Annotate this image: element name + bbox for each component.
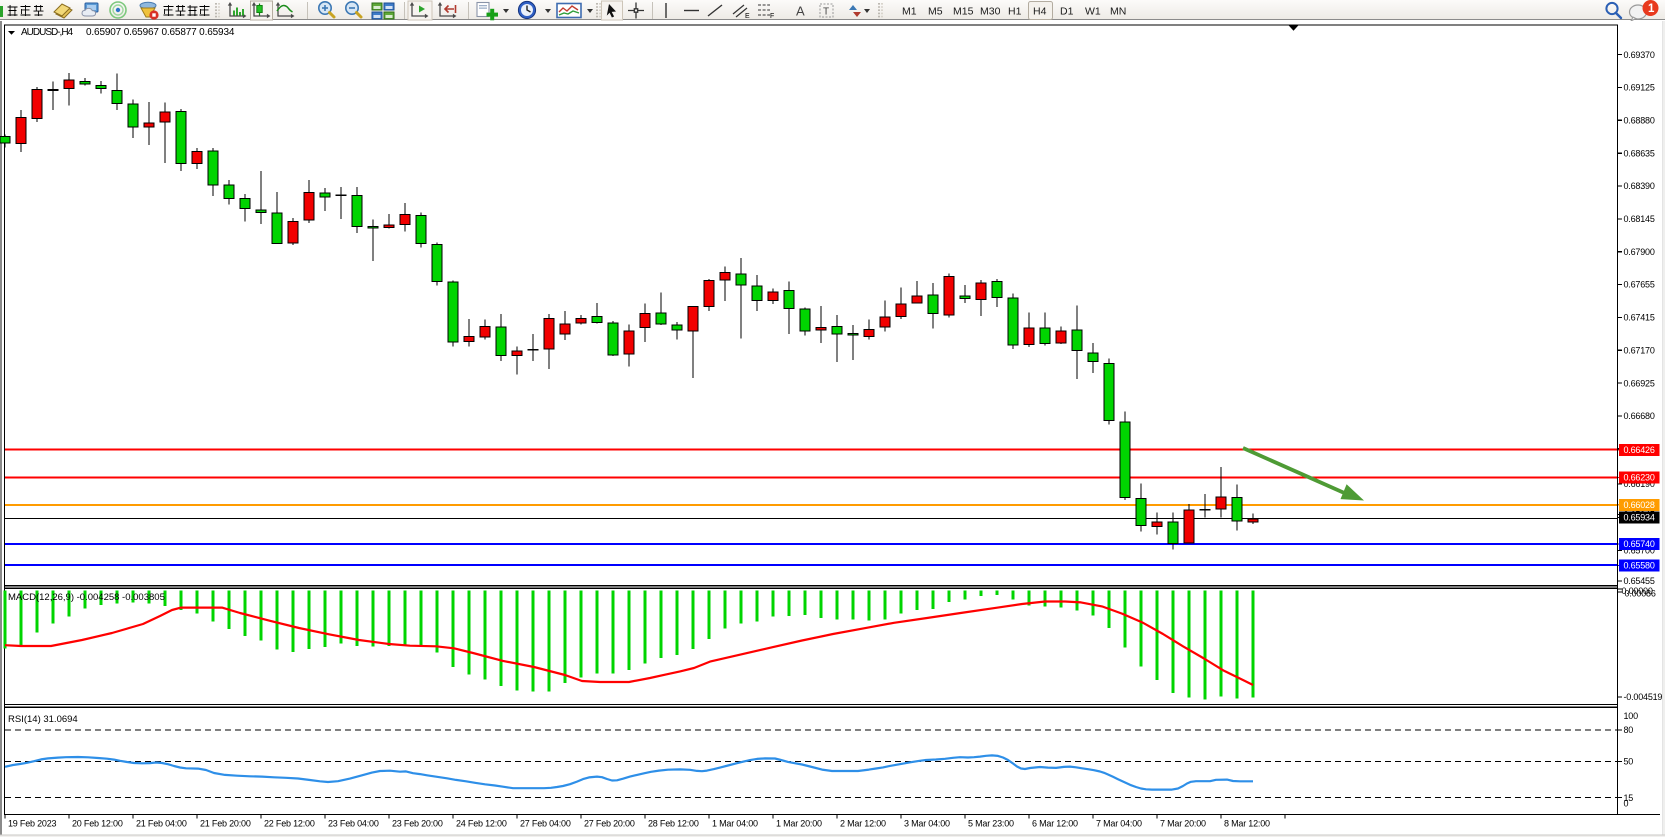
svg-text:0.67900: 0.67900	[1624, 247, 1655, 257]
svg-text:0.66426: 0.66426	[1624, 445, 1655, 455]
svg-text:0.65700: 0.65700	[1624, 546, 1655, 556]
svg-text:27 Feb 20:00: 27 Feb 20:00	[584, 819, 635, 829]
svg-text:1: 1	[1648, 3, 1655, 15]
svg-text:M1: M1	[902, 6, 917, 18]
svg-text:22 Feb 12:00: 22 Feb 12:00	[264, 819, 315, 829]
svg-text:21 Feb 20:00: 21 Feb 20:00	[200, 819, 251, 829]
svg-text:20 Feb 12:00: 20 Feb 12:00	[72, 819, 123, 829]
svg-text:0.66680: 0.66680	[1624, 411, 1655, 421]
svg-text:0.68390: 0.68390	[1624, 181, 1655, 191]
svg-text:7 Mar 04:00: 7 Mar 04:00	[1096, 819, 1142, 829]
svg-text:0.66230: 0.66230	[1624, 473, 1655, 483]
svg-text:D1: D1	[1060, 6, 1074, 18]
svg-text:M5: M5	[928, 6, 943, 18]
svg-text:0.00000: 0.00000	[1622, 586, 1653, 596]
svg-text:0.66028: 0.66028	[1624, 500, 1655, 510]
svg-text:0.65934: 0.65934	[1624, 513, 1655, 523]
svg-text:50: 50	[1624, 757, 1634, 767]
svg-text:1 Mar 20:00: 1 Mar 20:00	[776, 819, 822, 829]
svg-text:H1: H1	[1008, 6, 1022, 18]
svg-text:0.65740: 0.65740	[1624, 539, 1655, 549]
svg-text:0.67170: 0.67170	[1624, 345, 1655, 355]
svg-text:0.65580: 0.65580	[1624, 561, 1655, 571]
svg-text:0.69125: 0.69125	[1624, 83, 1655, 93]
svg-text:100: 100	[1624, 711, 1639, 721]
svg-text:15: 15	[1624, 793, 1634, 803]
svg-text:2 Mar 12:00: 2 Mar 12:00	[840, 819, 886, 829]
svg-text:0.65907 0.65967 0.65877 0.6593: 0.65907 0.65967 0.65877 0.65934	[86, 27, 235, 38]
svg-text:RSI(14) 31.0694: RSI(14) 31.0694	[8, 714, 78, 725]
svg-text:6 Mar 12:00: 6 Mar 12:00	[1032, 819, 1078, 829]
svg-text:8 Mar 12:00: 8 Mar 12:00	[1224, 819, 1270, 829]
svg-text:21 Feb 04:00: 21 Feb 04:00	[136, 819, 187, 829]
svg-text:28 Feb 12:00: 28 Feb 12:00	[648, 819, 699, 829]
svg-text:0.69370: 0.69370	[1624, 50, 1655, 60]
svg-text:0.67655: 0.67655	[1624, 280, 1655, 290]
svg-text:0.68635: 0.68635	[1624, 148, 1655, 158]
svg-text:7 Mar 20:00: 7 Mar 20:00	[1160, 819, 1206, 829]
svg-text:1 Mar 04:00: 1 Mar 04:00	[712, 819, 758, 829]
svg-text:0: 0	[1624, 798, 1629, 808]
svg-text:80: 80	[1624, 725, 1634, 735]
svg-text:E: E	[745, 13, 750, 20]
svg-text:0.66190: 0.66190	[1624, 479, 1655, 489]
svg-text:0.67415: 0.67415	[1624, 313, 1655, 323]
svg-text:AUDUSD-,H4: AUDUSD-,H4	[21, 27, 74, 38]
svg-text:19 Feb 2023: 19 Feb 2023	[8, 819, 57, 829]
svg-text:24 Feb 12:00: 24 Feb 12:00	[456, 819, 507, 829]
svg-text:M15: M15	[953, 6, 974, 18]
svg-text:W1: W1	[1085, 6, 1101, 18]
svg-text:-0.004519: -0.004519	[1624, 692, 1663, 702]
svg-text:MACD(12,26,9) -0.004258 -0.003: MACD(12,26,9) -0.004258 -0.003805	[8, 592, 165, 603]
svg-text:0.68880: 0.68880	[1624, 116, 1655, 126]
svg-text:5 Mar 23:00: 5 Mar 23:00	[968, 819, 1014, 829]
svg-text:F: F	[770, 13, 774, 20]
svg-text:0.68145: 0.68145	[1624, 214, 1655, 224]
svg-text:A: A	[796, 4, 805, 19]
svg-text:0.00086: 0.00086	[1625, 589, 1656, 599]
svg-text:3 Mar 04:00: 3 Mar 04:00	[904, 819, 950, 829]
svg-text:0.66925: 0.66925	[1624, 378, 1655, 388]
svg-text:T: T	[823, 7, 829, 18]
svg-text:MN: MN	[1110, 6, 1126, 18]
svg-text:23 Feb 20:00: 23 Feb 20:00	[392, 819, 443, 829]
svg-text:M30: M30	[980, 6, 1001, 18]
svg-text:0.65455: 0.65455	[1624, 576, 1655, 586]
svg-text:H4: H4	[1033, 6, 1047, 18]
svg-text:23 Feb 04:00: 23 Feb 04:00	[328, 819, 379, 829]
svg-text:27 Feb 04:00: 27 Feb 04:00	[520, 819, 571, 829]
